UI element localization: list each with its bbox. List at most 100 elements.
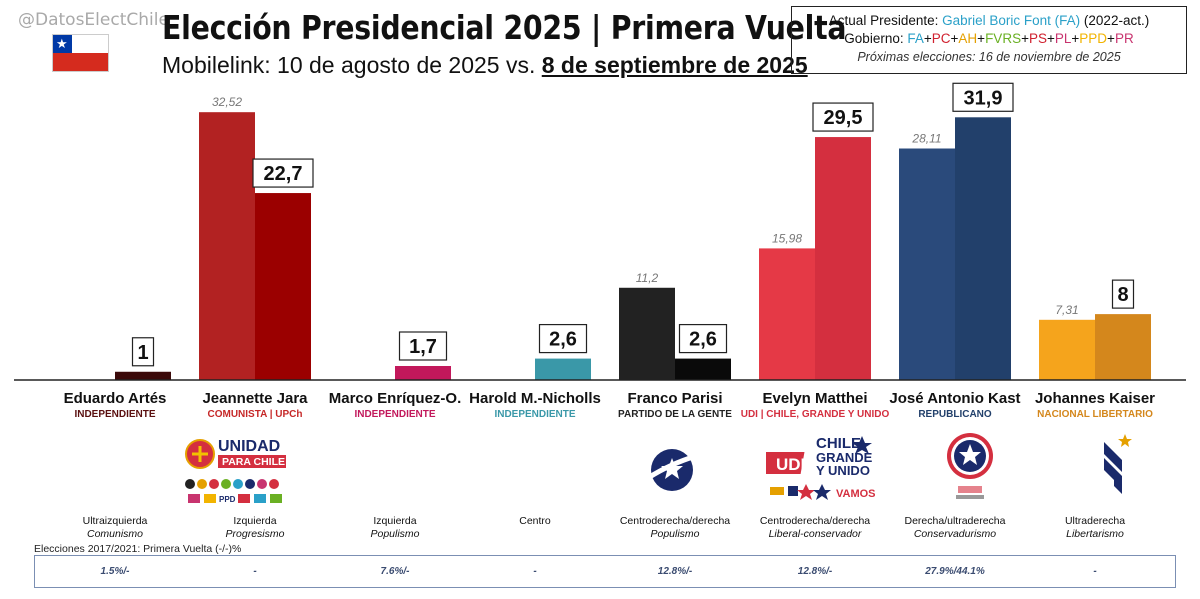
republicano-logo [940,432,1000,507]
label-sep-3: 2,6 [549,329,577,351]
chile-flag-icon: ★ [52,34,109,72]
jara-logo-ppd: PPD [219,495,236,504]
bar-sep-1 [255,193,311,380]
bar-sep-2 [395,366,451,380]
coalition-party-pl: PL [1054,31,1072,46]
coalition-party-ppd: PPD [1079,31,1108,46]
coalition-party-pc: PC [931,31,951,46]
candidate-party-4: PARTIDO DE LA GENTE [618,409,732,420]
label-box-sep-4 [678,323,728,354]
label-sep-7: 8 [1117,284,1128,306]
candidate-name-4: Franco Parisi [627,390,723,407]
history-value-6: 27.9%/44.1% [925,566,985,577]
candidate-party-1: COMUNISTA | UPCh [207,409,303,420]
history-value-5: 12.8%/- [797,566,833,577]
coalition-party-ps: PS [1028,31,1047,46]
candidate-ideology-7: Ultraderecha Libertarismo [1064,515,1126,540]
bar-aug-1 [199,112,255,380]
history-value-7: - [1093,566,1097,577]
candidate-ideology-1: Izquierda Progresismo [225,515,285,540]
matthei-logo-line1: CHILE [816,435,861,452]
bar-sep-0 [115,371,171,380]
candidate-name-2: Marco Enríquez-O. [328,390,462,407]
government-infobox: Actual Presidente: Gabriel Boric Font (F… [791,6,1187,74]
bar-sep-3 [535,358,591,380]
chart-subtitle: Mobilelink: 10 de agosto de 2025 vs. 8 d… [162,52,808,79]
bar-aug-6 [899,148,955,380]
bar-aug-7 [1039,319,1095,380]
bar-sep-5 [815,137,871,380]
coalition-party-fa: FA [907,31,924,46]
candidate-name-7: Johannes Kaiser [1034,390,1156,407]
candidate-party-3: INDEPENDIENTE [494,409,576,420]
president-name: Gabriel Boric Font (FA) [942,13,1081,28]
label-sep-4: 2,6 [689,329,717,351]
label-sep-6: 31,9 [964,87,1003,109]
label-aug-5: 15,98 [772,231,802,245]
infobox-president-line: Actual Presidente: Gabriel Boric Font (F… [828,13,1150,28]
candidate-party-2: INDEPENDIENTE [354,409,436,420]
candidate-ideology-5: Centroderecha/derecha Liberal-conservador [759,515,871,540]
infobox-government-line: Gobierno: FA+PC+AH+FVRS+PS+PL+PPD+PR [844,31,1134,46]
label-box-sep-2 [398,331,448,361]
label-box-sep-3 [538,323,588,354]
subtitle-second-date: 8 de septiembre de 2025 [541,52,808,78]
bar-sep-6 [955,117,1011,380]
candidate-party-6: REPUBLICANO [918,409,992,420]
coalition-party-pr: PR [1114,31,1134,46]
bar-aug-4 [619,287,675,380]
label-box-sep-7 [1111,279,1135,309]
history-label: Elecciones 2017/2021: Primera Vuelta (-/… [34,543,242,555]
label-sep-5: 29,5 [824,107,863,129]
bar-aug-5 [759,248,815,380]
matthei-logo-udi: UDI [776,455,805,474]
candidate-name-6: José Antonio Kast [889,390,1021,407]
label-sep-2: 1,7 [409,336,437,358]
jara-logo-line2: PARA CHILE [222,456,285,468]
nacional-libertario-logo [1098,432,1148,507]
candidate-ideology-3: Centro [519,515,551,527]
matthei-logo-line2: GRANDE [816,450,873,465]
candidate-name-0: Eduardo Artés [63,390,167,407]
label-sep-0: 1 [137,342,148,364]
candidate-ideology-0: Ultraizquierda Comunismo [82,515,148,540]
coalition-party-ah: AH [958,31,978,46]
candidate-party-5: UDI | CHILE, GRANDE Y UNIDO [740,409,890,420]
candidate-party-0: INDEPENDIENTE [74,409,156,420]
label-aug-1: 32,52 [212,95,242,109]
matthei-logo-line3: Y UNIDO [816,463,870,478]
infobox-next-election: Próximas elecciones: 16 de noviembre de … [857,50,1121,64]
label-box-sep-1 [252,158,314,188]
label-box-sep-5 [812,102,874,132]
history-value-3: - [533,566,537,577]
bar-sep-4 [675,358,731,380]
chile-grande-y-unido-logo: UDI CHILE GRANDE Y UNIDO VAMOS [760,432,876,507]
chart-title: Elección Presidencial 2025 | Primera Vue… [162,8,847,47]
candidate-name-5: Evelyn Matthei [762,390,868,407]
history-value-1: - [253,566,257,577]
jara-logo-line1: UNIDAD [218,438,280,455]
coalition-party-fvrs: FVRS [985,31,1022,46]
bar-sep-7 [1095,314,1151,380]
candidate-ideology-6: Derecha/ultraderecha Conservadurismo [904,515,1006,540]
author-handle: @DatosElectChile [18,10,169,30]
candidate-ideology-4: Centroderecha/derecha Populismo [619,515,731,540]
partido-de-la-gente-logo [640,432,700,507]
candidate-ideology-2: Izquierda Populismo [370,515,420,540]
label-aug-6: 28,11 [911,132,941,146]
candidate-party-7: NACIONAL LIBERTARIO [1037,409,1153,420]
label-aug-4: 11,2 [636,271,659,285]
subtitle-prefix: Mobilelink: 10 de agosto de 2025 vs. [162,52,542,78]
label-box-sep-0 [131,337,155,367]
history-value-4: 12.8%/- [657,566,693,577]
label-sep-1: 22,7 [264,163,303,185]
history-table [34,555,1176,588]
candidate-name-1: Jeannette Jara [202,390,308,407]
label-aug-7: 7,31 [1055,303,1078,317]
government-coalition: FA+PC+AH+FVRS+PS+PL+PPD+PR [907,31,1134,46]
history-value-2: 7.6%/- [380,566,410,577]
label-box-sep-6 [952,82,1014,112]
candidate-name-3: Harold M.-Nicholls [469,390,601,407]
matthei-logo-vamos: VAMOS [836,488,876,500]
